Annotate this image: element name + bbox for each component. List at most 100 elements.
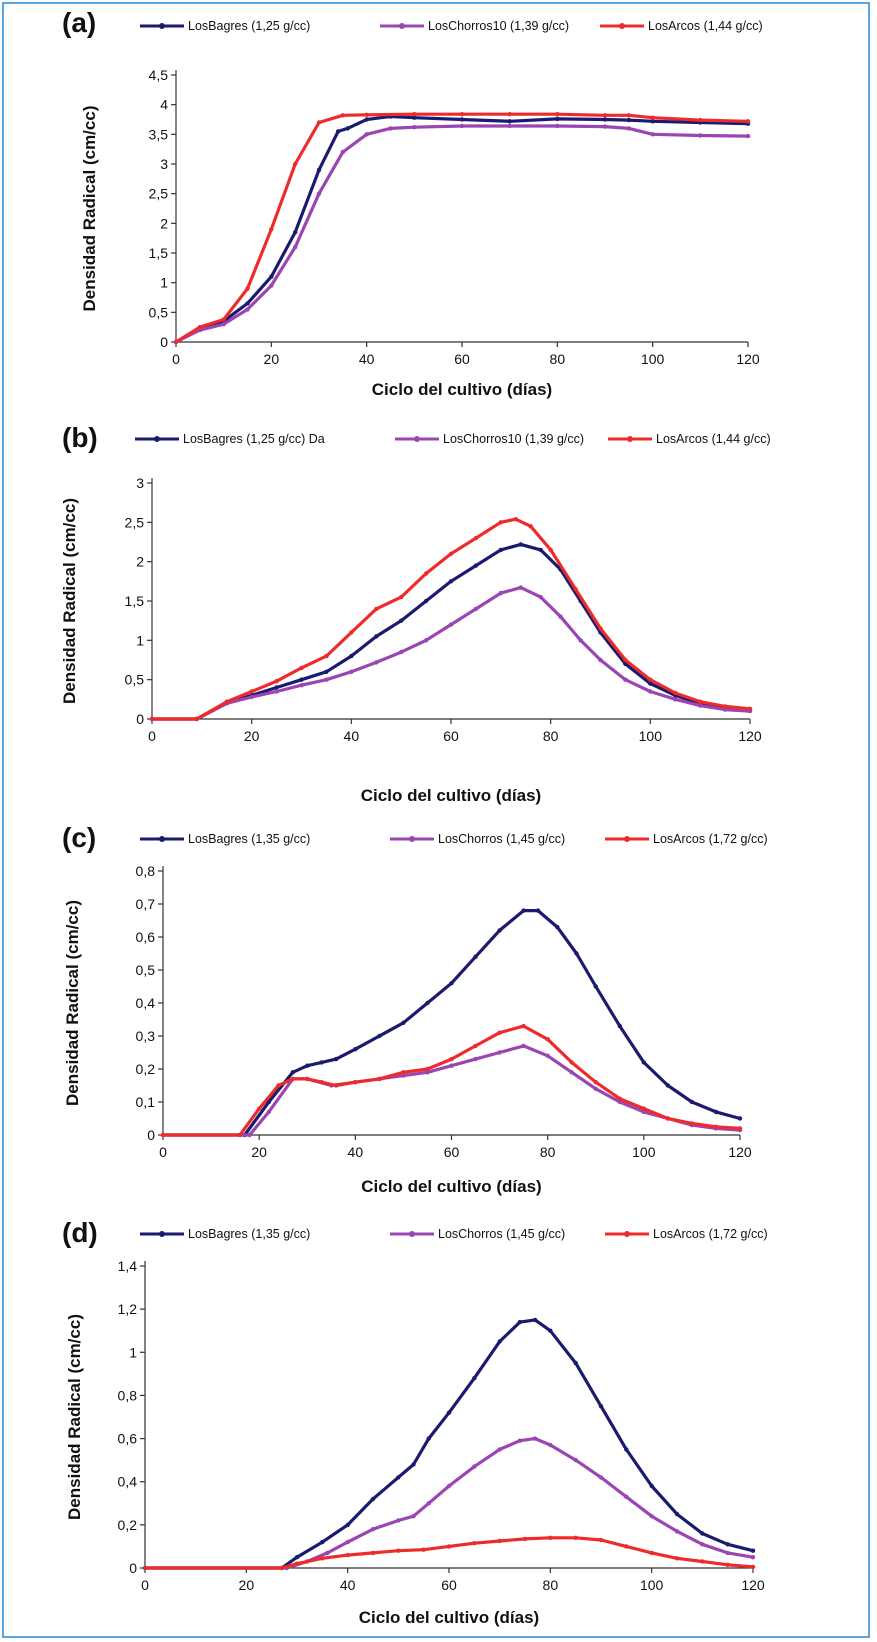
data-point [412,125,417,130]
x-tick-label: 20 [251,1144,267,1160]
x-tick-label: 80 [550,351,566,367]
data-point [364,112,369,118]
legend-entry-3: LosArcos (1,72 g/cc) [605,832,768,846]
data-point [593,1080,598,1085]
legend-entry-3: LosArcos (1,44 g/cc) [600,19,763,33]
data-point [673,697,678,702]
y-tick-label: 0,2 [118,1517,138,1533]
x-tick-label: 0 [141,1577,149,1593]
series-line [161,1024,742,1137]
data-point [274,679,279,684]
data-point [249,694,254,700]
x-tick-label: 100 [639,728,663,744]
data-point [345,126,350,131]
data-point [426,1436,431,1441]
data-point [674,1556,680,1561]
data-point [448,622,454,627]
data-point [473,606,479,612]
data-point [320,1539,325,1545]
data-point [473,954,478,959]
x-tick-label: 80 [543,728,559,744]
data-point [349,630,354,635]
series-1 [173,114,751,345]
data-point [299,683,304,688]
data-point [316,167,322,173]
data-point [426,1501,431,1506]
legend-entry-2: LosChorros (1,45 g/cc) [390,832,565,846]
data-point [518,585,523,590]
data-point [245,307,250,312]
data-point [319,1060,324,1065]
series-line [150,586,752,721]
data-point [377,1033,382,1039]
data-point [325,1550,330,1556]
x-axis-title: Ciclo del cultivo (días) [359,1608,539,1627]
y-tick-label: 1 [136,632,144,648]
y-tick-label: 0,1 [136,1094,156,1110]
data-point [498,547,503,553]
series-3 [173,112,751,345]
legend-entry-1: LosBagres (1,25 g/cc) Da [135,432,325,446]
data-point [725,1542,730,1547]
data-point [700,1559,705,1564]
data-point [340,149,345,155]
data-point [518,542,523,547]
data-point [578,638,583,643]
data-point [423,571,429,576]
data-point [538,547,543,553]
data-point [517,1438,523,1443]
data-point [269,274,274,279]
y-tick-label: 2,5 [125,514,145,530]
legend-entry-3: LosArcos (1,72 g/cc) [605,1227,768,1241]
data-point [532,1317,538,1323]
y-tick-label: 4,5 [149,67,169,83]
data-point [399,649,404,655]
data-point [725,1550,730,1556]
data-point [555,116,560,122]
data-point [521,908,526,913]
x-tick-label: 120 [738,728,762,744]
legend-marker [159,1231,165,1237]
data-point [305,1063,310,1068]
x-tick-label: 40 [340,1577,356,1593]
series-line [143,1318,755,1570]
data-point [650,119,655,124]
data-point [401,1020,406,1025]
data-point [335,129,341,134]
data-point [473,1043,478,1049]
y-tick-label: 1 [160,275,168,291]
data-point [497,1050,502,1055]
legend-entry-1: LosBagres (1,35 g/cc) [140,832,310,846]
data-point [333,1056,339,1062]
data-point [269,283,274,288]
data-point [617,1099,622,1105]
data-point [364,132,369,137]
series-line [174,124,750,344]
data-point [290,1076,295,1082]
data-point [598,657,603,663]
data-point [602,113,608,118]
data-point [224,699,229,704]
data-point [700,1542,705,1547]
data-point [399,594,404,600]
series-line [174,114,750,344]
legend-marker [627,436,633,442]
data-point [353,1047,358,1052]
data-point [399,618,404,623]
data-point [319,1080,324,1085]
y-tick-label: 2,5 [149,186,169,202]
data-point [507,119,512,124]
data-point [349,653,354,659]
x-axis-title: Ciclo del cultivo (días) [372,380,552,399]
data-point [555,924,560,930]
y-tick-label: 0 [160,334,168,350]
data-point [473,563,479,568]
data-point [513,517,518,522]
data-point [274,689,279,694]
data-point [221,317,226,322]
data-point [626,113,631,118]
legend-entry-2: LosChorros10 (1,39 g/cc) [395,432,584,446]
data-point [538,594,543,600]
chart-panel-b: (b) LosBagres (1,25 g/cc) Da LosChorros10 … [60,422,771,805]
y-tick-label: 1,2 [118,1301,138,1317]
